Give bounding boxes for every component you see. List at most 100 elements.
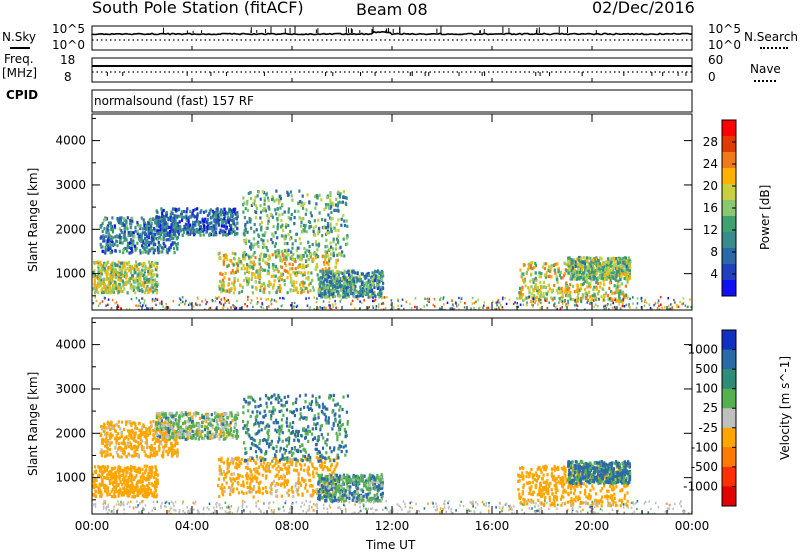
power-echo-cell (377, 275, 380, 279)
power-ground-cell (401, 298, 404, 301)
power-echo-cell (361, 282, 364, 286)
velocity-echo-cell (154, 480, 157, 484)
power-echo-cell (326, 276, 329, 280)
power-echo-cell (260, 220, 263, 224)
velocity-echo-cell (129, 474, 132, 478)
power-echo-cell (529, 299, 533, 303)
power-echo-cell (93, 287, 96, 291)
power-echo-cell (176, 226, 179, 230)
velocity-echo-cell (113, 424, 116, 428)
power-echo-cell (146, 284, 149, 289)
power-echo-cell (236, 211, 239, 215)
velocity-echo-cell (109, 452, 112, 457)
power-ground-cell (502, 296, 504, 299)
power-echo-cell (225, 220, 228, 224)
power-echo-cell (318, 282, 321, 286)
power-echo-cell (343, 285, 346, 289)
power-echo-cell (166, 248, 169, 252)
power-echo-cell (211, 227, 214, 231)
power-echo-cell (330, 211, 333, 215)
power-echo-cell (372, 291, 375, 295)
power-echo-cell (107, 221, 111, 225)
power-echo-cell (158, 245, 161, 250)
power-echo-cell (345, 286, 348, 290)
power-ground-cell (635, 306, 638, 310)
power-ground-cell (154, 299, 157, 302)
velocity-echo-cell (155, 495, 158, 499)
velocity-echo-cell (139, 441, 143, 445)
power-ground-cell (532, 303, 534, 307)
power-echo-cell (363, 291, 366, 295)
power-echo-cell (626, 267, 629, 271)
power-echo-cell (243, 253, 246, 257)
velocity-echo-cell (106, 439, 109, 443)
velocity-echo-cell (160, 431, 163, 435)
velocity-echo-cell (106, 465, 109, 469)
power-echo-cell (529, 279, 532, 283)
power-echo-cell (96, 281, 100, 285)
power-ground-cell (497, 298, 500, 302)
power-echo-cell (281, 223, 284, 227)
power-echo-cell (595, 280, 598, 284)
power-ground-cell (329, 304, 331, 307)
power-echo-cell (217, 252, 220, 256)
power-echo-cell (357, 290, 360, 294)
power-echo-cell (306, 290, 310, 294)
power-echo-cell (586, 273, 589, 277)
noise-tick-bottom-left: 10^0 (52, 38, 85, 52)
power-echo-cell (274, 255, 278, 259)
power-echo-cell (152, 251, 155, 255)
power-echo-cell (571, 284, 575, 288)
velocity-echo-cell (115, 470, 118, 474)
power-ground-cell (137, 304, 140, 307)
power-echo-cell (223, 217, 226, 221)
power-echo-cell (576, 276, 579, 281)
power-ground-cell (280, 304, 283, 308)
power-echo-cell (335, 222, 338, 226)
velocity-echo-cell (93, 470, 96, 474)
velocity-echo-cell (162, 435, 165, 439)
power-echo-cell (374, 294, 377, 298)
velocity-echo-cell (111, 426, 114, 430)
power-echo-cell (142, 218, 145, 222)
power-echo-cell (239, 284, 242, 288)
power-echo-cell (244, 224, 247, 228)
power-echo-cell (323, 261, 326, 265)
power-echo-cell (309, 281, 312, 285)
power-echo-cell (170, 223, 173, 227)
power-echo-cell (321, 268, 324, 272)
power-echo-cell (93, 273, 96, 277)
power-echo-cell (99, 260, 102, 264)
power-echo-cell (182, 227, 185, 231)
velocity-echo-cell (122, 474, 125, 478)
power-ground-cell (151, 307, 153, 310)
power-echo-cell (107, 265, 110, 269)
power-echo-cell (324, 267, 327, 271)
power-echo-cell (141, 289, 144, 294)
power-ground-cell (209, 306, 211, 310)
power-echo-cell (550, 275, 553, 279)
power-echo-cell (275, 290, 278, 294)
power-echo-cell (154, 288, 157, 292)
power-echo-cell (251, 291, 254, 295)
velocity-echo-cell (134, 431, 137, 435)
velocity-echo-cell (150, 491, 153, 495)
velocity-echo-cell (234, 413, 237, 417)
power-ground-cell (643, 300, 646, 304)
power-echo-cell (249, 260, 252, 264)
power-echo-cell (322, 280, 325, 284)
power-echo-cell (179, 224, 182, 229)
power-echo-cell (579, 263, 582, 267)
power-echo-cell (221, 220, 224, 224)
power-echo-cell (155, 224, 159, 228)
power-echo-cell (327, 262, 330, 267)
power-echo-cell (302, 206, 305, 210)
power-echo-cell (595, 285, 598, 289)
power-echo-cell (344, 292, 347, 296)
power-echo-cell (136, 220, 139, 225)
power-echo-cell (243, 239, 246, 243)
power-ground-cell (496, 304, 498, 307)
power-echo-cell (210, 221, 213, 225)
velocity-echo-cell (105, 468, 108, 472)
velocity-echo-cell (123, 441, 126, 445)
